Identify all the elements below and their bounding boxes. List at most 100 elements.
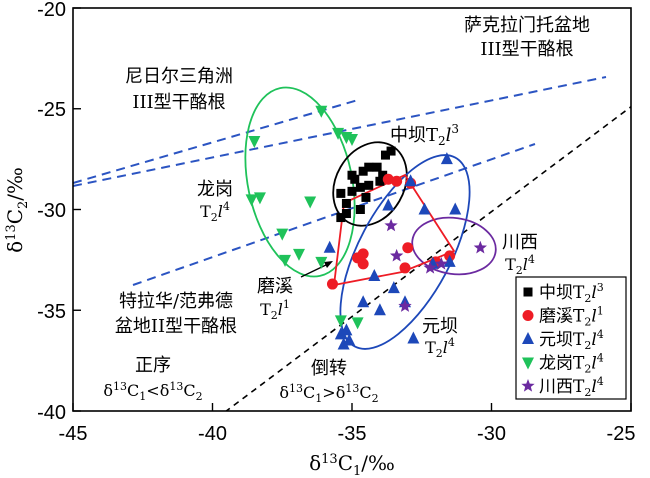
data-point-circle [357,258,369,270]
x-tick-label: -45 [59,423,88,445]
y-tick-label: -30 [37,200,66,222]
data-point-square [358,166,368,176]
moxi-strat: T2l1 [260,298,290,322]
moxi-arrow [300,261,333,278]
longgang-label: 龙岗 [197,179,233,200]
data-point-triangle-up [334,327,347,340]
data-point-star [384,218,398,232]
data-point-square [355,182,365,192]
niger-label-line1: 尼日尔三角洲 [125,66,233,87]
sakelamen-label-line1: 萨克拉门托盆地 [464,15,590,36]
zhongba-ellipse [332,141,408,227]
legend-label: 磨溪T2l1 [539,305,604,329]
y-tick-labels: -20 -25 -30 -35 -40 [37,0,66,424]
data-point-triangle-up [387,281,400,294]
data-point-triangle-up [343,333,356,346]
data-point-square [386,146,396,156]
chuanxi-label: 川西 [502,232,538,253]
data-point-triangle-up [418,202,431,215]
equality-line [224,105,631,411]
data-point-square [347,186,357,196]
data-point-square [364,162,374,172]
data-point-triangle-down [276,228,289,241]
data-point-square [341,209,351,219]
legend-label: 中坝T2l3 [539,281,604,305]
data-point-triangle-up [443,254,456,267]
data-point-circle [399,262,411,274]
data-point-square [375,176,385,186]
data-point-triangle-down [315,256,328,269]
tela-label-line1: 特拉华/范弗德 [119,291,233,312]
legend-label: 元坝T2l4 [539,328,604,352]
data-point-square [380,150,390,160]
data-point-circle [391,175,403,187]
data-point-square [361,192,371,202]
data-point-triangle-up [323,240,336,253]
y-tick-label: -25 [37,99,66,121]
data-point-square [336,188,346,198]
tela-label-line2: 盆地II型干酪根 [115,316,237,337]
yuanba-label: 元坝 [422,316,458,337]
tela-kerogen-line [132,143,536,286]
niger-label-line2: III型干酪根 [132,92,225,113]
data-point-triangle-down [248,135,261,148]
data-point-triangle-down [245,194,258,207]
legend-marker-square [523,287,533,297]
data-point-triangle-up [337,337,350,350]
data-point-circle [326,278,338,290]
x-tick-label: -35 [338,423,367,445]
legend-marker-star [521,379,535,392]
data-point-triangle-down [292,248,305,261]
chuanxi-strat: T2l4 [505,253,535,277]
yuanba-strat: T2l4 [425,336,455,360]
data-point-circle [382,173,394,185]
y-tick-label: -20 [37,0,66,21]
x-tick-labels: -45 -40 -35 -30 -25 [59,423,636,445]
data-point-triangle-up [449,202,462,215]
data-point-circle [357,248,369,260]
data-point-triangle-down [334,315,347,328]
x-tick-label: -40 [198,423,227,445]
legend-label: 龙岗T2l4 [539,352,604,376]
data-point-triangle-up [357,295,370,308]
data-point-triangle-up [404,174,417,187]
legend-label: 川西T2l4 [539,375,604,399]
data-point-triangle-down [332,127,345,140]
data-point-triangle-down [253,192,266,205]
legend-marker-circle [522,310,534,321]
zhongba-label: 中坝T2l3 [390,122,459,148]
data-point-square [347,170,357,180]
data-point-star [398,299,412,312]
data-point-star [423,260,437,274]
axis-ticks [72,7,632,412]
data-point-triangle-up [368,268,381,281]
data-point-square [378,170,388,180]
data-point-square [336,213,346,223]
zhengxu-relation: δ13C1<δ13C2 [103,380,202,403]
data-point-triangle-up [340,323,353,336]
y-tick-label: -35 [37,301,66,323]
data-point-square [355,205,365,214]
data-point-triangle-down [315,105,328,118]
data-point-square [341,198,351,208]
legend-box [515,276,627,400]
legend-marker-triangle-down [522,357,534,370]
data-point-triangle-up [382,198,395,211]
data-point-triangle-up [373,303,386,316]
moxi-label: 磨溪 [257,276,293,297]
x-tick-label: -25 [607,423,636,445]
data-points [245,105,487,350]
legend-marker-triangle-up [522,332,534,344]
data-point-triangle-down [279,254,292,267]
longgang-strat: T2l4 [200,200,230,224]
data-point-circle [402,242,414,254]
group-ellipses [244,86,497,350]
data-point-triangle-down [304,196,317,209]
niger-kerogen-line [73,99,359,184]
data-point-star [389,248,404,262]
x-tick-label: -30 [477,423,506,445]
y-tick-label: -40 [37,402,66,424]
data-point-triangle-up [440,152,453,165]
